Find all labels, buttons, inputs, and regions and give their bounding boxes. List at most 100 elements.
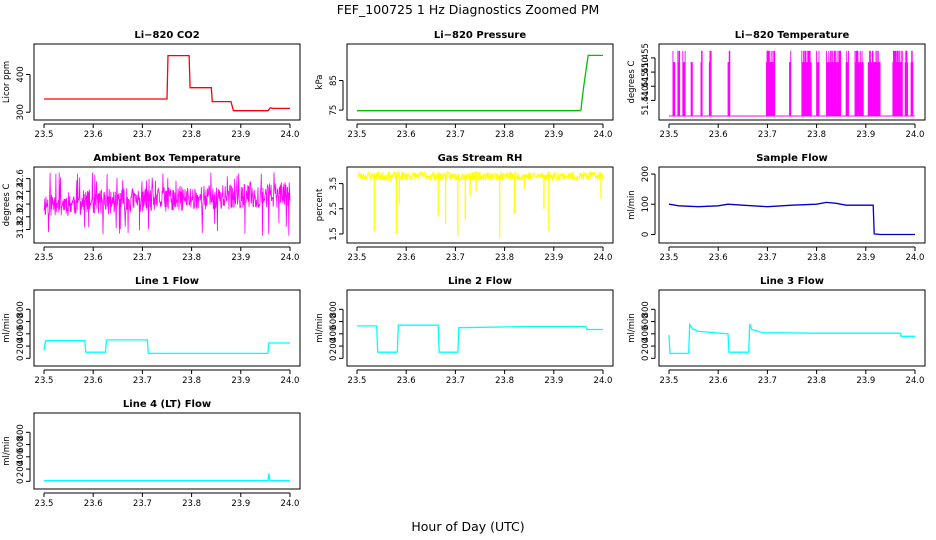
x-tick-label: 23.7 <box>446 376 465 386</box>
y-tick-label: 400 <box>16 449 26 465</box>
panel-3: Li−820 Temperature 23.5 23.6 23.7 23.8 23.9 24… <box>627 30 926 140</box>
x-tick-label: 23.8 <box>495 130 514 140</box>
x-tick-label: 23.7 <box>133 499 152 509</box>
x-tick-label: 23.5 <box>35 499 54 509</box>
figure-title: FEF_100725 1 Hz Diagnostics Zoomed PM <box>337 2 600 17</box>
data-layer <box>668 201 915 236</box>
plot-frame <box>33 412 301 490</box>
y-tick-label: 51.445 <box>641 71 651 101</box>
y-tick-label: 51.440 <box>641 86 651 116</box>
x-tick-label: 23.6 <box>84 130 103 140</box>
x-tick-label: 23.8 <box>807 253 826 263</box>
x-tick-label: 23.8 <box>495 376 514 386</box>
x-tick-label: 23.7 <box>133 376 152 386</box>
x-tick-label: 23.6 <box>397 253 416 263</box>
plot-frame <box>658 166 926 244</box>
series-line <box>668 322 915 355</box>
x-tick-label: 23.6 <box>709 253 728 263</box>
y-tick-label: 32.0 <box>16 207 26 226</box>
y-tick-label: 32.6 <box>16 169 26 188</box>
data-layer <box>43 339 290 355</box>
x-tick-label: 23.5 <box>348 253 367 263</box>
plot-frame <box>346 43 614 121</box>
x-tick-label: 23.8 <box>807 130 826 140</box>
y-axis-label: ml/min <box>315 313 325 343</box>
panel-title: Line 3 Flow <box>760 276 824 287</box>
series-line <box>668 201 915 236</box>
y-tick-label: 600 <box>16 313 26 329</box>
y-axis-label: degrees C <box>2 184 12 227</box>
panels-container: Li−820 CO2 23.5 23.6 23.7 23.8 23.9 24.0 300 400… <box>2 30 926 509</box>
y-axis-label: degrees C <box>627 61 637 104</box>
x-tick-label: 23.8 <box>182 499 201 509</box>
x-tick-label: 24.0 <box>281 130 300 140</box>
x-tick-label: 23.8 <box>807 376 826 386</box>
x-tick-label: 23.6 <box>397 376 416 386</box>
y-tick-label: 600 <box>641 313 651 329</box>
y-tick-label: 800 <box>329 301 339 317</box>
x-tick-label: 23.6 <box>709 376 728 386</box>
y-tick-label: 200 <box>329 338 339 354</box>
y-tick-label: 75 <box>329 105 339 116</box>
x-tick-label: 23.5 <box>660 130 679 140</box>
data-layer <box>356 170 604 238</box>
panel-title: Gas Stream RH <box>438 153 523 164</box>
x-tick-label: 24.0 <box>906 253 925 263</box>
y-axis-label: ml/min <box>627 313 637 343</box>
x-tick-label: 23.7 <box>133 130 152 140</box>
x-tick-label: 23.7 <box>446 130 465 140</box>
x-tick-label: 24.0 <box>281 253 300 263</box>
panel-title: Line 4 (LT) Flow <box>123 399 211 410</box>
x-tick-label: 23.9 <box>231 130 250 140</box>
y-tick-label: 800 <box>16 301 26 317</box>
data-layer <box>43 172 291 236</box>
y-axis-label: Licor ppm <box>2 61 12 103</box>
x-tick-label: 23.8 <box>182 253 201 263</box>
data-layer <box>357 54 603 112</box>
y-axis-label: ml/min <box>627 190 637 220</box>
y-tick-label: 3.5 <box>329 177 339 191</box>
x-tick-label: 23.6 <box>397 130 416 140</box>
series-line <box>357 54 603 112</box>
panel-title: Li−820 Temperature <box>735 30 850 41</box>
y-tick-label: 300 <box>16 104 26 120</box>
y-tick-label: 0 <box>641 356 651 361</box>
y-tick-label: 0 <box>641 232 651 237</box>
data-layer <box>44 473 290 482</box>
x-tick-label: 23.5 <box>348 130 367 140</box>
series-line <box>43 339 290 355</box>
y-tick-label: 200 <box>16 461 26 477</box>
y-tick-label: 800 <box>641 301 651 317</box>
x-tick-label: 23.5 <box>35 253 54 263</box>
y-tick-label: 600 <box>16 436 26 452</box>
plot-frame <box>33 166 301 244</box>
x-tick-label: 23.9 <box>231 253 250 263</box>
panel-title: Line 1 Flow <box>135 276 199 287</box>
x-tick-label: 23.9 <box>544 130 563 140</box>
noise-trace <box>43 172 291 236</box>
panel-5: Gas Stream RH 23.5 23.6 23.7 23.8 23.9 24.0 1.5… <box>315 153 614 263</box>
plot-frame <box>346 289 614 367</box>
x-tick-label: 23.7 <box>446 253 465 263</box>
y-axis-label: percent <box>315 188 325 221</box>
x-tick-label: 23.5 <box>660 253 679 263</box>
x-tick-label: 23.9 <box>544 376 563 386</box>
y-tick-label: 32.4 <box>16 182 26 201</box>
panel-1: Li−820 CO2 23.5 23.6 23.7 23.8 23.9 24.0 300 400… <box>2 30 301 140</box>
y-tick-label: 0 <box>16 356 26 361</box>
x-tick-label: 23.6 <box>709 130 728 140</box>
x-tick-label: 23.8 <box>182 130 201 140</box>
y-tick-label: 400 <box>16 326 26 342</box>
plot-frame <box>33 289 301 367</box>
y-tick-label: 1.5 <box>329 227 339 241</box>
x-tick-label: 23.9 <box>544 253 563 263</box>
y-tick-label: 600 <box>329 313 339 329</box>
y-tick-label: 32.2 <box>16 195 26 214</box>
x-tick-label: 23.6 <box>84 253 103 263</box>
series-line <box>44 54 290 112</box>
data-layer <box>669 50 915 117</box>
plot-frame <box>346 166 614 244</box>
series-line <box>44 473 290 482</box>
x-tick-label: 24.0 <box>906 376 925 386</box>
